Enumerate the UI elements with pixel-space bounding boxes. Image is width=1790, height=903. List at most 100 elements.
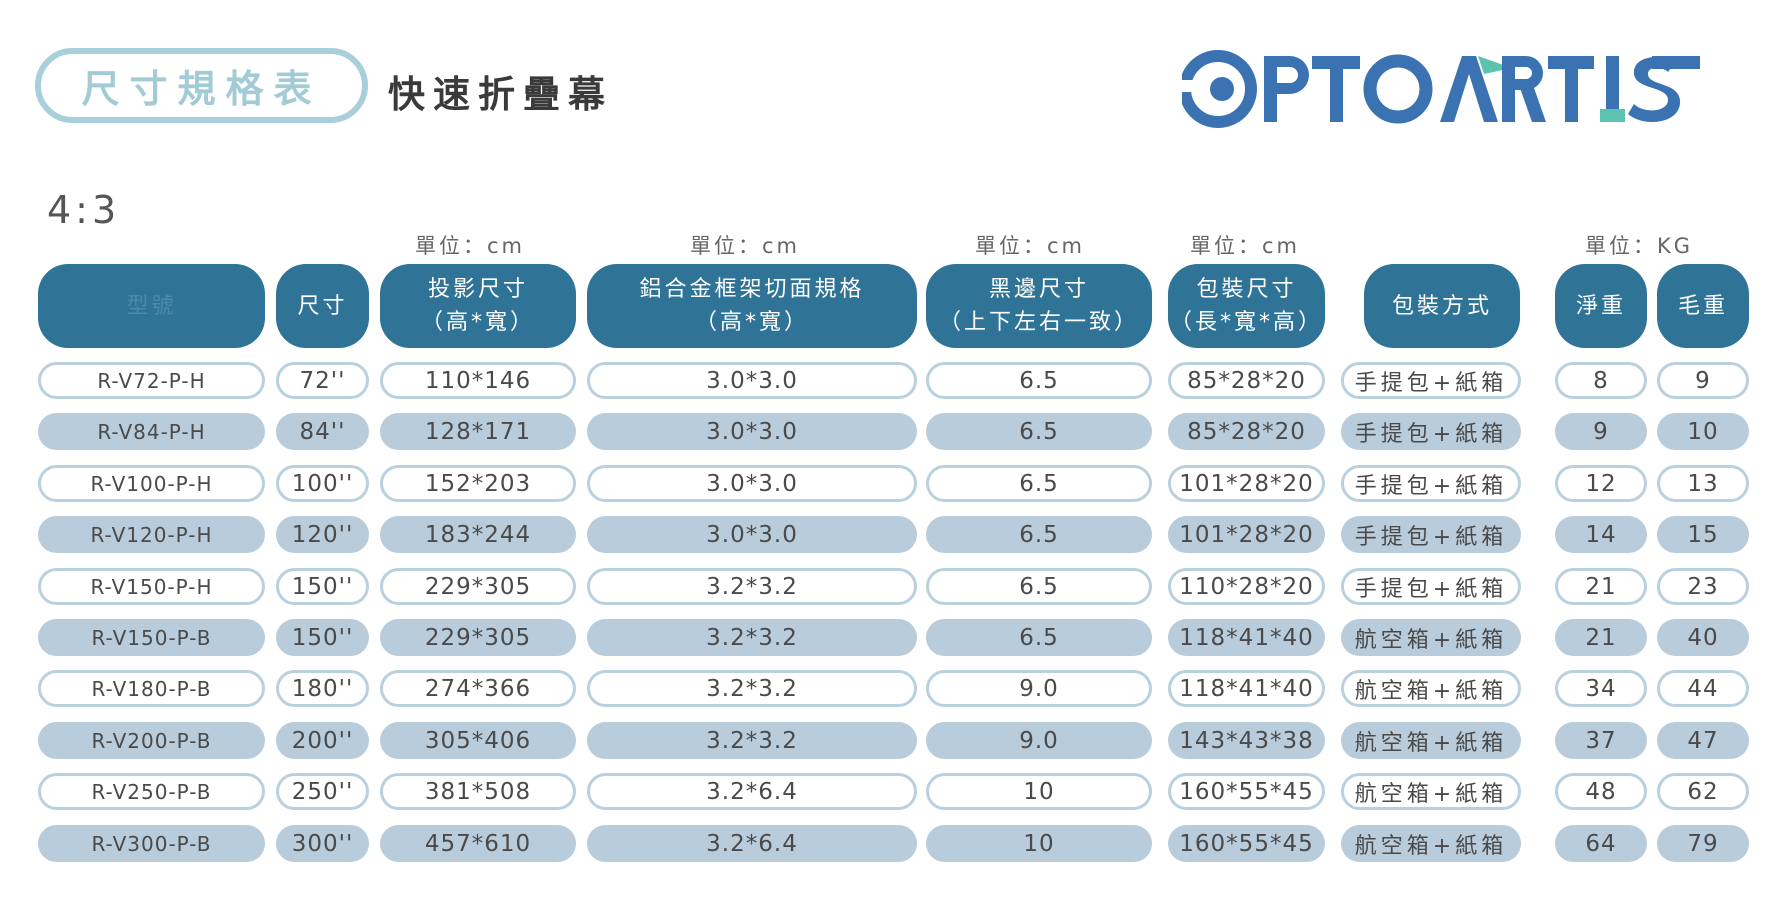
cell-packing: 航空箱+紙箱 <box>1341 670 1521 707</box>
cell-projection: 381*508 <box>380 773 576 810</box>
column-header-line2: （高*寬） <box>420 310 535 335</box>
cell-gross-weight: 15 <box>1657 516 1749 553</box>
cell-model: R-V120-P-H <box>38 516 265 553</box>
unit-label-weight: 單位：KG <box>1585 234 1694 258</box>
cell-frame: 3.0*3.0 <box>587 413 917 450</box>
cell-projection: 229*305 <box>380 568 576 605</box>
cell-net-weight: 64 <box>1555 825 1647 862</box>
column-header-packing: 包裝方式 <box>1364 264 1520 348</box>
cell-packing: 航空箱+紙箱 <box>1341 825 1521 862</box>
cell-packing: 手提包+紙箱 <box>1341 516 1521 553</box>
cell-projection: 274*366 <box>380 670 576 707</box>
column-header-line2: （長*寬*高） <box>1169 310 1323 335</box>
cell-size: 100'' <box>276 465 369 502</box>
cell-projection: 128*171 <box>380 413 576 450</box>
cell-border: 9.0 <box>926 670 1152 707</box>
cell-model: R-V250-P-B <box>38 773 265 810</box>
cell-size: 180'' <box>276 670 369 707</box>
cell-net-weight: 12 <box>1555 465 1647 502</box>
cell-frame: 3.2*3.2 <box>587 568 917 605</box>
cell-border: 10 <box>926 773 1152 810</box>
cell-size: 200'' <box>276 722 369 759</box>
column-header-line1: 鋁合金框架切面規格 <box>639 277 865 302</box>
cell-package-size: 118*41*40 <box>1168 619 1325 656</box>
optoartist-logo <box>1182 50 1700 128</box>
cell-net-weight: 9 <box>1555 413 1647 450</box>
cell-net-weight: 34 <box>1555 670 1647 707</box>
cell-frame: 3.2*6.4 <box>587 773 917 810</box>
cell-net-weight: 48 <box>1555 773 1647 810</box>
cell-gross-weight: 62 <box>1657 773 1749 810</box>
cell-package-size: 101*28*20 <box>1168 465 1325 502</box>
column-header-border: 黑邊尺寸 （上下左右一致） <box>926 264 1152 348</box>
cell-projection: 229*305 <box>380 619 576 656</box>
cell-net-weight: 21 <box>1555 568 1647 605</box>
column-header-model: 型號 <box>38 264 265 348</box>
cell-gross-weight: 13 <box>1657 465 1749 502</box>
cell-gross-weight: 44 <box>1657 670 1749 707</box>
cell-package-size: 85*28*20 <box>1168 413 1325 450</box>
cell-border: 6.5 <box>926 413 1152 450</box>
column-header-frame: 鋁合金框架切面規格 （高*寬） <box>587 264 917 348</box>
cell-net-weight: 21 <box>1555 619 1647 656</box>
cell-net-weight: 37 <box>1555 722 1647 759</box>
column-header-line1: 投影尺寸 <box>427 277 528 302</box>
cell-size: 300'' <box>276 825 369 862</box>
cell-border: 10 <box>926 825 1152 862</box>
cell-frame: 3.2*3.2 <box>587 670 917 707</box>
column-header-line1: 毛重 <box>1677 293 1728 319</box>
cell-packing: 手提包+紙箱 <box>1341 465 1521 502</box>
cell-border: 6.5 <box>926 568 1152 605</box>
cell-border: 6.5 <box>926 362 1152 399</box>
cell-package-size: 160*55*45 <box>1168 825 1325 862</box>
column-header-projection: 投影尺寸 （高*寬） <box>380 264 576 348</box>
cell-size: 72'' <box>276 362 369 399</box>
cell-gross-weight: 23 <box>1657 568 1749 605</box>
cell-frame: 3.2*3.2 <box>587 722 917 759</box>
cell-model: R-V180-P-B <box>38 670 265 707</box>
cell-packing: 航空箱+紙箱 <box>1341 619 1521 656</box>
cell-projection: 183*244 <box>380 516 576 553</box>
cell-gross-weight: 40 <box>1657 619 1749 656</box>
cell-model: R-V150-P-H <box>38 568 265 605</box>
unit-label-projection: 單位：cm <box>415 234 526 258</box>
column-header-line2: （高*寬） <box>694 310 809 335</box>
cell-border: 6.5 <box>926 465 1152 502</box>
cell-projection: 457*610 <box>380 825 576 862</box>
cell-frame: 3.2*6.4 <box>587 825 917 862</box>
cell-size: 150'' <box>276 568 369 605</box>
cell-gross-weight: 79 <box>1657 825 1749 862</box>
cell-projection: 110*146 <box>380 362 576 399</box>
cell-model: R-V84-P-H <box>38 413 265 450</box>
column-header-size: 尺寸 <box>276 264 369 348</box>
column-header-line1: 型號 <box>126 293 177 319</box>
column-header-line2: （上下左右一致） <box>938 310 1139 335</box>
cell-size: 120'' <box>276 516 369 553</box>
cell-border: 6.5 <box>926 619 1152 656</box>
cell-packing: 手提包+紙箱 <box>1341 362 1521 399</box>
cell-size: 150'' <box>276 619 369 656</box>
aspect-ratio-label: 4:3 <box>47 188 121 232</box>
cell-model: R-V150-P-B <box>38 619 265 656</box>
cell-packing: 手提包+紙箱 <box>1341 413 1521 450</box>
cell-model: R-V300-P-B <box>38 825 265 862</box>
cell-border: 6.5 <box>926 516 1152 553</box>
unit-label-frame: 單位：cm <box>690 234 801 258</box>
cell-package-size: 118*41*40 <box>1168 670 1325 707</box>
cell-size: 250'' <box>276 773 369 810</box>
cell-package-size: 160*55*45 <box>1168 773 1325 810</box>
cell-projection: 305*406 <box>380 722 576 759</box>
product-subtitle: 快速折疊幕 <box>388 73 613 116</box>
column-header-net-weight: 淨重 <box>1555 264 1647 348</box>
cell-frame: 3.0*3.0 <box>587 465 917 502</box>
column-header-gross-weight: 毛重 <box>1657 264 1749 348</box>
cell-model: R-V200-P-B <box>38 722 265 759</box>
cell-packing: 手提包+紙箱 <box>1341 568 1521 605</box>
cell-frame: 3.0*3.0 <box>587 516 917 553</box>
cell-packing: 航空箱+紙箱 <box>1341 773 1521 810</box>
column-header-package-size: 包裝尺寸 （長*寬*高） <box>1168 264 1325 348</box>
column-header-line1: 黑邊尺寸 <box>988 277 1089 302</box>
cell-package-size: 85*28*20 <box>1168 362 1325 399</box>
cell-packing: 航空箱+紙箱 <box>1341 722 1521 759</box>
cell-package-size: 110*28*20 <box>1168 568 1325 605</box>
